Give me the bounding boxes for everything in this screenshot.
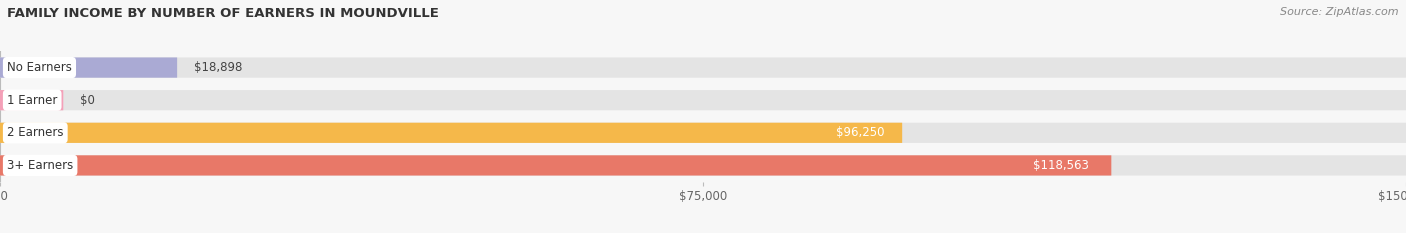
FancyBboxPatch shape bbox=[0, 58, 177, 78]
Text: $96,250: $96,250 bbox=[835, 126, 884, 139]
FancyBboxPatch shape bbox=[0, 123, 1406, 143]
Text: $118,563: $118,563 bbox=[1033, 159, 1090, 172]
Text: No Earners: No Earners bbox=[7, 61, 72, 74]
FancyBboxPatch shape bbox=[0, 90, 1406, 110]
FancyBboxPatch shape bbox=[0, 155, 1111, 175]
Text: 1 Earner: 1 Earner bbox=[7, 94, 58, 107]
FancyBboxPatch shape bbox=[0, 155, 1406, 175]
Text: $18,898: $18,898 bbox=[194, 61, 242, 74]
Text: 2 Earners: 2 Earners bbox=[7, 126, 63, 139]
Text: Source: ZipAtlas.com: Source: ZipAtlas.com bbox=[1281, 7, 1399, 17]
Text: FAMILY INCOME BY NUMBER OF EARNERS IN MOUNDVILLE: FAMILY INCOME BY NUMBER OF EARNERS IN MO… bbox=[7, 7, 439, 20]
FancyBboxPatch shape bbox=[0, 90, 63, 110]
FancyBboxPatch shape bbox=[0, 58, 1406, 78]
FancyBboxPatch shape bbox=[0, 123, 903, 143]
Text: 3+ Earners: 3+ Earners bbox=[7, 159, 73, 172]
Text: $0: $0 bbox=[80, 94, 96, 107]
